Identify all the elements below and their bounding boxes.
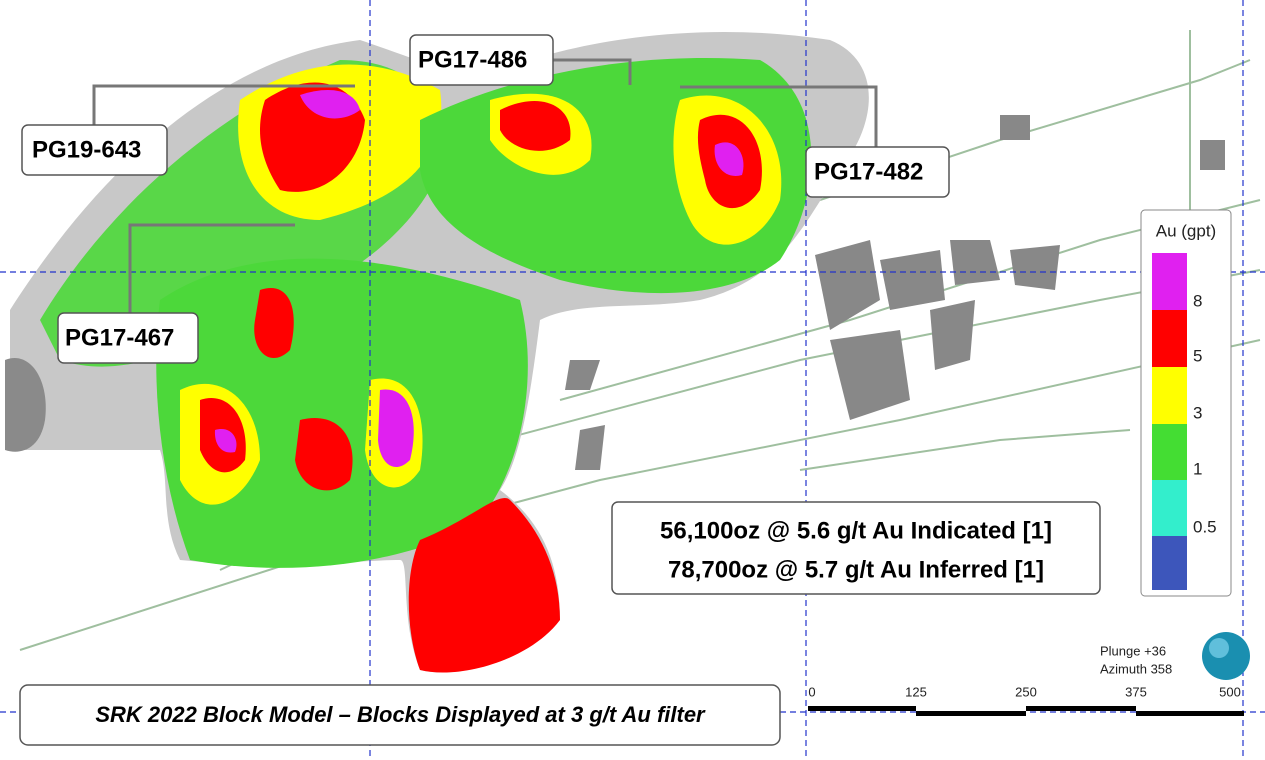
stope <box>880 250 945 310</box>
caption: SRK 2022 Block Model – Blocks Displayed … <box>19 684 781 746</box>
stopes <box>565 115 1225 470</box>
callout-label: PG17-482 <box>814 158 923 185</box>
scale-segment <box>1136 711 1244 716</box>
legend-swatch <box>1152 367 1187 424</box>
stope <box>1200 140 1225 170</box>
callout-box <box>57 312 199 364</box>
stope <box>1000 115 1030 140</box>
grade-blocks <box>408 498 560 673</box>
legend-label: 5 <box>1193 346 1202 365</box>
legend-label: 3 <box>1193 403 1202 422</box>
view-orientation: Plunge +36 Azimuth 358 <box>1100 632 1250 680</box>
scale-label: 250 <box>1015 684 1037 699</box>
scale-segment <box>808 706 916 711</box>
caption-text: SRK 2022 Block Model – Blocks Displayed … <box>95 702 706 727</box>
legend-swatch <box>1152 253 1187 310</box>
legend-swatch <box>1152 310 1187 367</box>
resource-box <box>611 501 1101 595</box>
legend-label: 0.5 <box>1193 517 1217 536</box>
wireframe-shell <box>5 358 46 452</box>
callout-label: PG19-643 <box>32 136 141 163</box>
azimuth-label: Azimuth 358 <box>1100 661 1172 676</box>
scale-label: 375 <box>1125 684 1147 699</box>
grade-blocks <box>378 389 414 468</box>
drift <box>799 429 1131 471</box>
callout-label: PG17-486 <box>418 46 527 73</box>
grade-blocks <box>295 418 353 491</box>
callout-box <box>409 34 554 86</box>
connector <box>128 223 295 313</box>
stope <box>815 240 880 330</box>
grade-blocks <box>254 288 294 359</box>
connector <box>553 58 632 85</box>
grade-blocks <box>300 90 360 119</box>
legend: Au (gpt) 8 5 3 1 0.5 <box>1140 209 1232 597</box>
scale-segment <box>1026 706 1136 711</box>
stope <box>930 300 975 370</box>
stope <box>950 240 1000 285</box>
stope <box>1010 245 1060 290</box>
legend-swatch <box>1152 424 1187 480</box>
block-model <box>5 31 869 673</box>
drift <box>19 339 1261 651</box>
resource-summary: 56,100oz @ 5.6 g/t Au Indicated [1] 78,7… <box>611 501 1101 595</box>
legend-swatch <box>1152 536 1187 590</box>
legend-title: Au (gpt) <box>1156 221 1216 240</box>
scale-label: 0 <box>808 684 815 699</box>
callouts: PG19-643 PG17-486 PG17-482 PG17-467 <box>21 34 950 364</box>
resource-line: 56,100oz @ 5.6 g/t Au Indicated [1] <box>660 517 1052 544</box>
callout-label: PG17-467 <box>65 324 174 351</box>
resource-line: 78,700oz @ 5.7 g/t Au Inferred [1] <box>668 556 1044 583</box>
caption-box <box>19 684 781 746</box>
callout-connectors <box>92 58 878 313</box>
grade-blocks <box>714 142 744 176</box>
callout-box <box>805 146 950 198</box>
grade-blocks <box>500 101 571 151</box>
orientation-globe-highlight <box>1209 638 1229 658</box>
callout-box <box>21 124 168 176</box>
legend-label: 1 <box>1193 459 1202 478</box>
connector <box>92 84 355 125</box>
stope <box>565 360 600 390</box>
grade-blocks <box>156 258 528 568</box>
stope <box>575 425 605 470</box>
orientation-globe <box>1202 632 1250 680</box>
plunge-label: Plunge +36 <box>1100 643 1166 658</box>
stope <box>830 330 910 420</box>
grade-blocks <box>214 429 237 453</box>
connector <box>680 85 878 147</box>
scale-bar: 0 125 250 375 500 <box>808 684 1244 716</box>
scale-label: 500 <box>1219 684 1241 699</box>
legend-label: 8 <box>1193 291 1202 310</box>
scale-segment <box>916 711 1026 716</box>
legend-swatch <box>1152 480 1187 536</box>
scale-label: 125 <box>905 684 927 699</box>
